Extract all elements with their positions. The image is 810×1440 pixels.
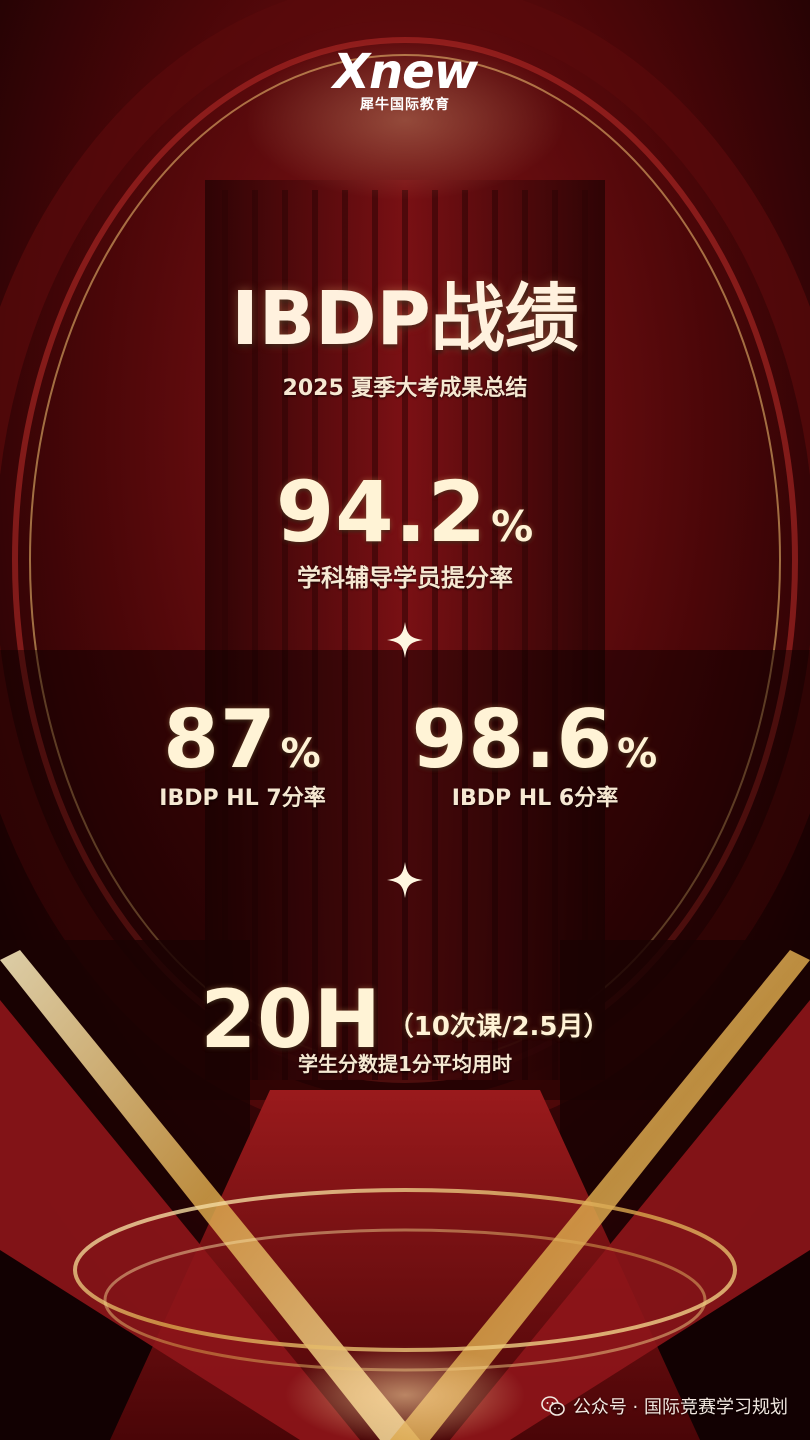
stat-right-unit: % [617,731,659,777]
stat-main-unit: % [491,502,535,551]
stat-main-label: 学科辅导学员提分率 [297,564,513,592]
footer-text: 公众号 · 国际竞赛学习规划 [572,1397,788,1418]
stat-main-value: 94.2% [0,470,810,554]
page-title: IBDP战绩 [231,276,579,362]
stat-left-unit: % [280,731,322,777]
sparkle-icon [387,622,423,658]
wechat-icon [541,1396,565,1416]
stat-right-value: 98.6% [400,700,670,780]
stat-right-label: IBDP HL 6分率 [451,786,619,811]
logo-wordmark: Xnew [332,44,478,100]
stat-left-value: 87% [150,700,335,780]
logo-subtitle: 犀牛国际教育 [360,97,450,113]
stat-left-label: IBDP HL 7分率 [159,786,326,811]
sparkle-icon [387,862,423,898]
stat-main-number: 94.2 [275,463,488,561]
stat-right-number: 98.6 [411,693,614,786]
stat-time: 20H （10次课/2.5月） [0,980,810,1060]
stat-time-note: （10次课/2.5月） [387,1012,610,1042]
stat-time-label: 学生分数提1分平均用时 [298,1052,512,1076]
footer-watermark: 公众号 · 国际竞赛学习规划 [541,1393,788,1419]
page-subtitle: 2025 夏季大考成果总结 [282,376,528,401]
stat-time-value: 20H [200,973,382,1066]
stat-left-number: 87 [163,693,277,786]
brand-logo: Xnew 犀牛国际教育 [0,48,810,114]
